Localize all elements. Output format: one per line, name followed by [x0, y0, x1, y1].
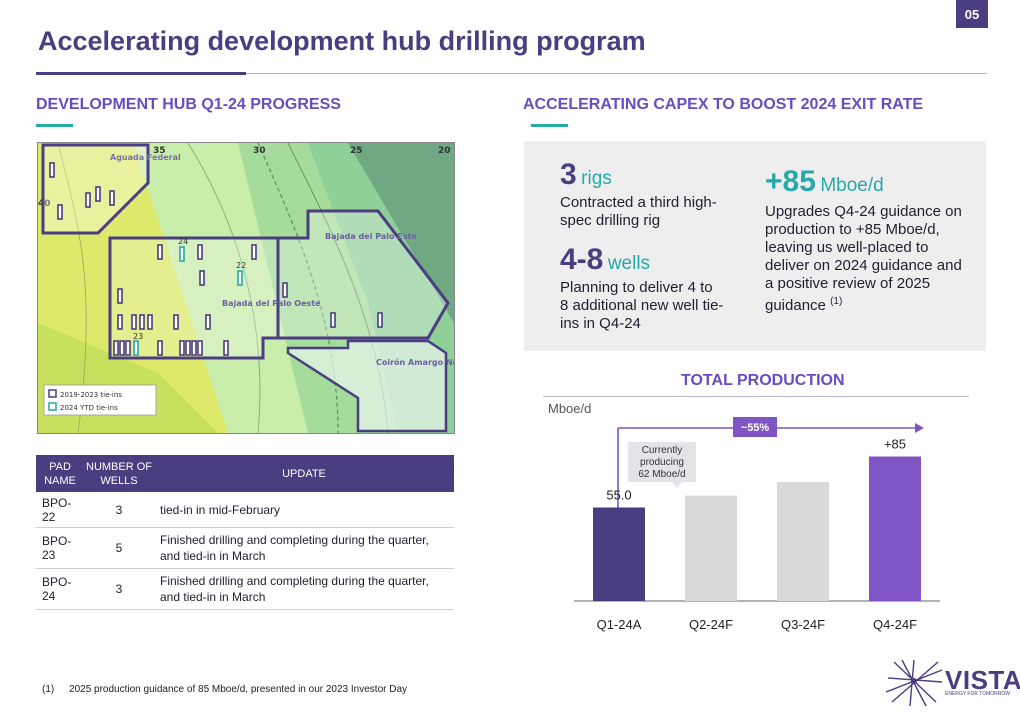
- data-label-q4-24f: +85: [884, 437, 906, 452]
- cell-pad: BPO-24: [36, 568, 84, 610]
- data-label-q1-24a: 55.0: [606, 488, 631, 503]
- growth-label: ~55%: [741, 422, 770, 434]
- footnote-text: 2025 production guidance of 85 Mboe/d, p…: [69, 684, 408, 695]
- kpi-rigs: 3 rigs Contracted a third high-spec dril…: [560, 158, 730, 230]
- header-update: UPDATE: [154, 455, 454, 492]
- kpi-mboe-value: +85: [765, 165, 816, 198]
- page-title: Accelerating development hub drilling pr…: [38, 26, 646, 56]
- pad-progress-table: PAD NAME NUMBER OF WELLS UPDATE BPO-22 3…: [36, 455, 454, 610]
- left-section-heading: DEVELOPMENT HUB Q1-24 PROGRESS: [36, 96, 341, 113]
- growth-arrow-head: [915, 423, 924, 433]
- label-bajada-palo-este: Bajada del Palo Este: [325, 232, 417, 241]
- x-tick-q4-24f: Q4-24F: [873, 617, 917, 632]
- chart-title-rule: [543, 396, 969, 397]
- header-number-of-wells: NUMBER OF WELLS: [84, 455, 154, 492]
- grid-label-20: 20: [438, 146, 451, 156]
- legend-2024-ytd: 2024 YTD tie-ins: [60, 404, 118, 412]
- label-aguada-federal: Aguada Federal: [110, 153, 181, 162]
- kpi-wells-value: 4-8: [560, 243, 604, 276]
- vista-star-icon: [885, 659, 943, 707]
- pad-label-22: 22: [236, 261, 246, 270]
- callout-pointer: [672, 482, 682, 488]
- callout-text: Currently producing 62 Mboe/d: [638, 445, 685, 480]
- right-heading-accent: [531, 124, 568, 127]
- chart-y-label: Mboe/d: [548, 401, 592, 416]
- kpi-mboe-unit: Mboe/d: [820, 175, 884, 196]
- kpi-rigs-value: 3: [560, 158, 577, 191]
- bar-q4-24f: [869, 456, 921, 601]
- bar-q3-24f: [777, 482, 829, 601]
- grid-label-35: 35: [153, 146, 166, 156]
- grid-label-30: 30: [253, 146, 266, 156]
- cell-wells: 5: [84, 527, 154, 569]
- development-hub-map: 35 30 25 20 40 Aguada Federal Bajada del…: [37, 142, 455, 434]
- map-graphic: 35 30 25 20 40 Aguada Federal Bajada del…: [38, 143, 454, 433]
- well-pads-2024: [133, 246, 243, 356]
- vista-logo: VISTA: [945, 665, 1020, 695]
- header-pad-name: PAD NAME: [36, 455, 84, 492]
- chart-title: TOTAL PRODUCTION: [681, 372, 845, 389]
- right-section-heading: ACCELERATING CAPEX TO BOOST 2024 EXIT RA…: [523, 96, 924, 113]
- cell-update: tied-in in mid-February: [154, 492, 454, 528]
- cell-pad: BPO-23: [36, 527, 84, 569]
- footnote: (1) 2025 production guidance of 85 Mboe/…: [42, 684, 407, 695]
- block-coiron-amargo-norte: [286, 339, 448, 433]
- title-divider: [36, 73, 987, 74]
- kpi-rigs-desc: Contracted a third high-spec drilling ri…: [560, 194, 717, 229]
- label-coiron-amargo-norte: Coirón Amargo Norte: [376, 357, 454, 367]
- block-bajada-palo-este: [276, 209, 450, 340]
- kpi-mboe: +85 Mboe/d Upgrades Q4-24 guidance on pr…: [765, 165, 970, 315]
- cell-update: Finished drilling and completing during …: [154, 527, 454, 569]
- kpi-panel: [524, 141, 986, 351]
- growth-badge: [733, 417, 777, 437]
- kpi-wells: 4-8 wells Planning to deliver 4 to 8 add…: [560, 243, 725, 333]
- grid-label-25: 25: [350, 146, 363, 156]
- cell-wells: 3: [84, 568, 154, 610]
- footnote-number: (1): [42, 684, 55, 695]
- callout-box: [628, 442, 696, 482]
- left-heading-accent: [36, 124, 73, 127]
- kpi-mboe-footnote-ref: (1): [830, 296, 843, 307]
- title-divider-accent: [36, 72, 246, 75]
- x-tick-q3-24f: Q3-24F: [781, 617, 825, 632]
- kpi-rigs-unit: rigs: [581, 168, 612, 189]
- bar-q1-24a: [593, 507, 645, 601]
- x-tick-q2-24f: Q2-24F: [689, 617, 733, 632]
- legend-2019-2023: 2019-2023 tie-ins: [60, 391, 122, 399]
- kpi-wells-desc: Planning to deliver 4 to 8 additional ne…: [560, 279, 724, 332]
- cell-pad: BPO-22: [36, 492, 84, 528]
- pad-label-24: 24: [178, 237, 188, 246]
- well-pads-2019-2023: [49, 162, 383, 356]
- kpi-wells-unit: wells: [607, 253, 651, 274]
- kpi-mboe-desc: Upgrades Q4-24 guidance on production to…: [765, 203, 962, 314]
- table-row: BPO-24 3 Finished drilling and completin…: [36, 568, 454, 610]
- page-number: 05: [956, 0, 988, 28]
- table-row: BPO-22 3 tied-in in mid-February: [36, 492, 454, 528]
- vista-tagline: ENERGY FOR TOMORROW: [945, 691, 1011, 697]
- map-legend: [43, 384, 157, 416]
- bar-q2-24f: [685, 495, 737, 601]
- cell-wells: 3: [84, 492, 154, 528]
- x-tick-q1-24a: Q1-24A: [597, 617, 642, 632]
- cell-update: Finished drilling and completing during …: [154, 568, 454, 610]
- production-chart: ~55% Currently producing 62 Mboe/d Q1-24A 5…: [574, 417, 940, 632]
- label-bajada-palo-oeste: Bajada del Palo Oeste: [222, 299, 321, 308]
- table-row: BPO-23 5 Finished drilling and completin…: [36, 527, 454, 569]
- pad-label-23: 23: [133, 332, 143, 341]
